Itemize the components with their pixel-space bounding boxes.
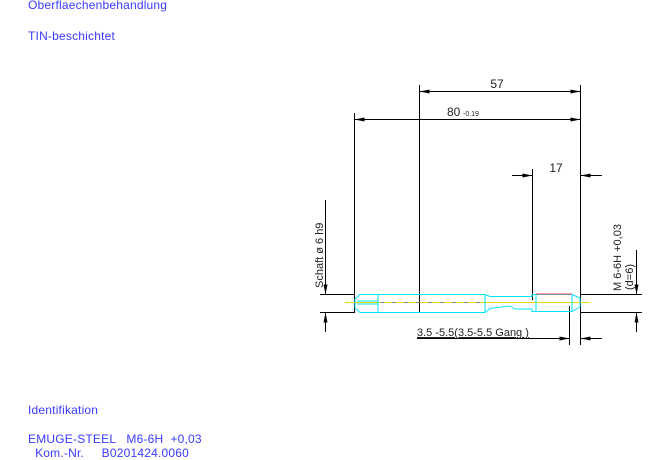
- identification-line-2: Kom.-Nr. B0201424.0060: [28, 446, 190, 460]
- tap-tool: [345, 293, 590, 313]
- dimension-80-text: 80: [447, 105, 461, 119]
- thread-size-text: M 6-6H +0,03: [612, 224, 624, 291]
- dimension-57-text: 57: [490, 77, 504, 91]
- tool-outline: [354, 294, 581, 313]
- identification-label: Identifikation: [28, 403, 99, 417]
- surface-treatment-label: Oberflaechenbehandlung: [28, 0, 168, 12]
- shank-diameter-text: Schaft ø 6 h9: [314, 223, 326, 288]
- dimension-80-tolerance: -0.19: [463, 111, 479, 118]
- identification-line-1: EMUGE-STEEL M6-6H +0,03: [28, 432, 202, 446]
- thread-diameter-text: (d=6): [624, 264, 636, 290]
- surface-treatment-value: TIN-beschichtet: [28, 29, 116, 43]
- chamfer-text: 3.5 -5.5(3.5-5.5 Gang ): [417, 327, 529, 339]
- dimension-17-text: 17: [549, 161, 563, 175]
